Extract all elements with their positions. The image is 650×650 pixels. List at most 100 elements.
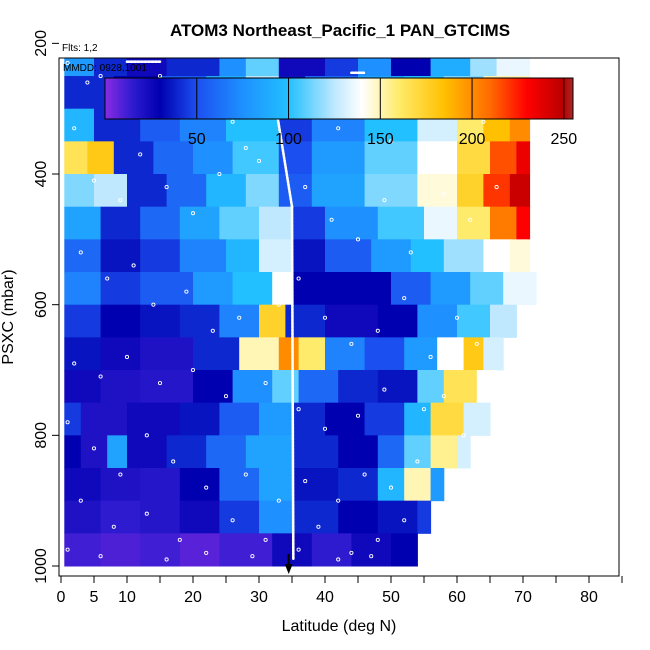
- sample-point: [243, 472, 248, 477]
- heat-cell: [124, 24, 167, 51]
- heat-cell: [87, 141, 115, 175]
- colorbar-tick-label: 250: [550, 131, 577, 148]
- y-axis: 200 400 600 800 1000: [33, 30, 59, 584]
- flights-label: Flts: 1,2: [62, 43, 98, 54]
- sample-point: [303, 479, 308, 484]
- heat-cell: [325, 402, 366, 436]
- heat-cell: [140, 468, 181, 502]
- heat-cell: [193, 141, 234, 175]
- sample-point: [336, 557, 341, 562]
- sample-point: [144, 433, 149, 438]
- sample-point: [474, 341, 479, 346]
- heat-cell: [443, 239, 484, 273]
- sample-point: [388, 485, 394, 490]
- heat-cell: [443, 370, 478, 404]
- sample-point: [250, 554, 255, 559]
- heat-cell: [404, 468, 432, 502]
- heat-cell: [292, 239, 326, 273]
- heat-cell: [417, 370, 445, 404]
- heat-cell: [417, 304, 458, 338]
- heat-cell: [100, 206, 141, 240]
- sample-point: [296, 547, 301, 552]
- heat-cell: [219, 304, 260, 338]
- date-label: MMDD: 0928,1001: [63, 63, 147, 74]
- plot-frame: [58, 57, 620, 577]
- heat-cell: [219, 468, 260, 502]
- sample-point: [217, 171, 222, 177]
- heat-cell: [193, 337, 240, 371]
- sample-point: [336, 126, 341, 131]
- heat-cell: [463, 402, 491, 436]
- sample-point: [243, 145, 248, 150]
- heat-cell: [245, 435, 293, 469]
- heat-cell: [140, 500, 181, 534]
- sample-point: [78, 498, 83, 503]
- heat-cell: [457, 206, 491, 240]
- heat-cell: [404, 402, 432, 436]
- heat-cell: [490, 141, 517, 175]
- heat-cell: [430, 468, 445, 502]
- sample-point: [349, 550, 354, 555]
- sample-point: [435, 158, 440, 164]
- heat-cell: [94, 174, 128, 208]
- colorbar: 50 100 150 200 250: [104, 77, 577, 148]
- sample-point: [329, 217, 334, 222]
- sample-point: [296, 276, 301, 281]
- heat-cell: [311, 141, 366, 175]
- sample-point: [230, 518, 235, 523]
- sample-point: [65, 420, 70, 425]
- heat-cell: [232, 141, 280, 175]
- heat-cell: [64, 402, 82, 436]
- heat-cell: [391, 58, 432, 77]
- sample-point: [454, 315, 460, 320]
- heat-cell: [64, 304, 102, 338]
- heat-cell: [259, 304, 286, 338]
- heat-cell: [100, 533, 141, 567]
- heat-cell: [430, 58, 471, 77]
- heat-cell: [325, 58, 359, 77]
- heat-cell: [100, 272, 141, 306]
- sample-point: [72, 361, 77, 366]
- sample-point: [237, 315, 242, 320]
- sample-point: [91, 446, 97, 451]
- sample-point: [157, 381, 163, 386]
- heat-cell: [470, 272, 504, 306]
- sample-point: [303, 185, 308, 190]
- heat-cell: [483, 337, 504, 371]
- heat-cell: [232, 370, 273, 404]
- sample-point: [362, 472, 367, 477]
- heat-cell: [219, 58, 247, 77]
- heat-cell: [325, 239, 372, 273]
- heat-cell: [94, 58, 128, 77]
- heat-cell: [377, 370, 418, 404]
- sample-point: [105, 276, 110, 281]
- heat-cell: [490, 206, 517, 240]
- heat-cell: [358, 58, 392, 77]
- heat-cell: [377, 468, 405, 502]
- y-tick-label: 800: [33, 422, 50, 449]
- sample-point: [408, 250, 413, 255]
- sample-point: [91, 178, 97, 183]
- sample-point: [131, 263, 136, 268]
- sample-point: [171, 459, 176, 464]
- heat-cell: [404, 337, 438, 371]
- heat-cell: [140, 533, 181, 567]
- heat-cell: [64, 108, 95, 142]
- heat-cell: [100, 239, 141, 273]
- sample-point: [421, 407, 427, 412]
- heat-cell: [404, 435, 432, 469]
- heat-cell: [364, 337, 405, 371]
- heat-cell: [311, 533, 352, 567]
- sample-point: [65, 547, 70, 552]
- sample-point: [85, 80, 90, 85]
- x-tick-label: 70: [514, 589, 532, 606]
- heat-cell: [259, 500, 293, 534]
- heat-cell: [430, 402, 465, 436]
- plot-area: [64, 24, 537, 567]
- sample-point: [336, 498, 341, 503]
- heat-cell: [259, 239, 293, 273]
- heat-cell: [64, 174, 95, 208]
- heat-cell: [100, 468, 141, 502]
- x-tick-label: 60: [448, 589, 466, 606]
- x-tick-label: 10: [118, 589, 136, 606]
